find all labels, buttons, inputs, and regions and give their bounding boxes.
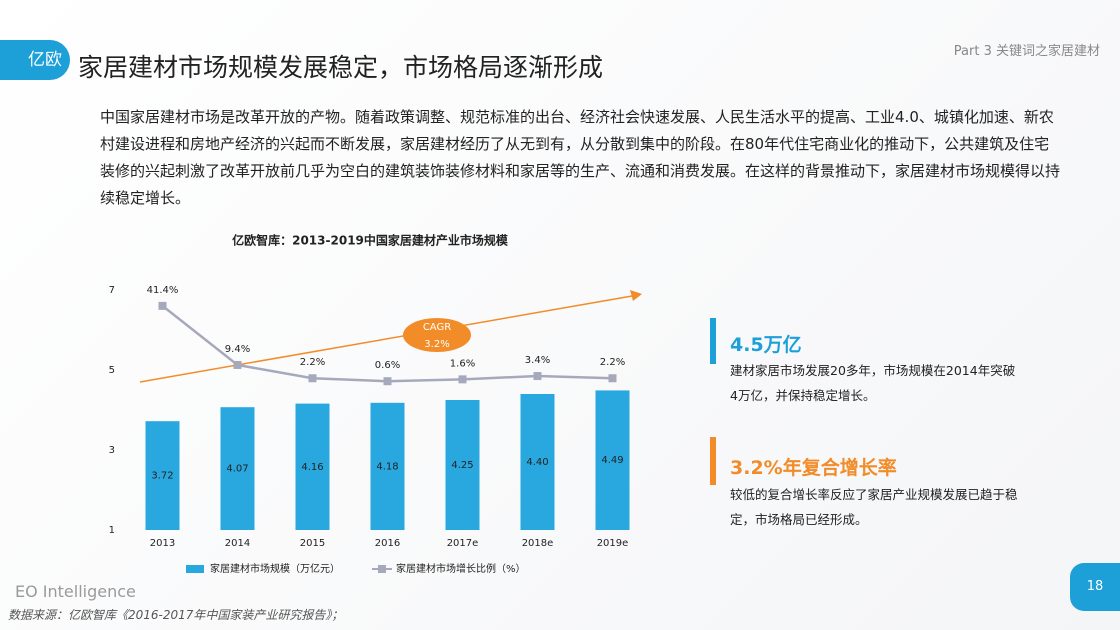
x-tick-label: 2013 — [150, 538, 175, 549]
stat-title: 3.2%年复合增长率 — [730, 457, 897, 479]
point — [383, 377, 392, 386]
x-tick-label: 2015 — [300, 538, 325, 549]
stat-bar — [710, 318, 716, 364]
x-tick-label: 2017e — [447, 538, 479, 549]
point — [308, 374, 317, 383]
bar-label: 4.16 — [301, 462, 323, 473]
bar-label: 4.18 — [376, 461, 398, 472]
x-tick-label: 2016 — [375, 538, 400, 549]
slide-title: 家居建材市场规模发展稳定，市场格局逐渐形成 — [78, 53, 604, 82]
legend-swatch — [378, 565, 386, 573]
bar — [145, 421, 180, 530]
point-label: 2.2% — [300, 357, 325, 368]
x-tick-label: 2014 — [225, 538, 250, 549]
bar-label: 3.72 — [151, 471, 173, 482]
point — [533, 372, 542, 381]
annotation: 3.2% — [424, 339, 449, 350]
stat-text: 较低的复合增长率反应了家居产业规模发展已趋于稳定，市场格局已经形成。 — [730, 487, 1018, 527]
stat-bar — [710, 437, 716, 485]
trend-line — [139, 295, 633, 383]
bar-label: 4.07 — [226, 464, 248, 475]
bar-label: 4.25 — [451, 460, 473, 471]
page-number: 18 — [1070, 563, 1120, 611]
legend-label: 家居建材市场规模（万亿元） — [210, 562, 340, 575]
point-label: 2.2% — [600, 357, 625, 368]
point-label: 3.4% — [525, 355, 550, 366]
point — [458, 375, 467, 384]
bar-label: 4.40 — [526, 457, 548, 468]
annotation: CAGR — [423, 322, 451, 333]
bar-label: 4.49 — [601, 455, 623, 466]
legend-label: 家居建材市场增长比例（%） — [396, 562, 526, 575]
point-label: 1.6% — [450, 358, 475, 369]
source: 数据来源：亿欧智库《2016-2017年中国家装产业研究报告》； — [8, 608, 344, 622]
bar — [595, 390, 630, 530]
paragraph: 中国家居建材市场是改革开放的产物。随着政策调整、规范标准的出台、经济社会快速发展… — [100, 108, 1061, 207]
point — [158, 301, 167, 310]
bar — [445, 400, 480, 530]
bar — [370, 402, 405, 530]
cagr-badge — [403, 318, 471, 352]
bar — [220, 407, 255, 530]
bar — [295, 403, 330, 530]
point — [608, 374, 617, 383]
x-tick-label: 2019e — [597, 538, 629, 549]
chart-title: 亿欧智库：2013-2019中国家居建材产业市场规模 — [232, 233, 509, 248]
point-label: 9.4% — [225, 344, 250, 355]
point — [233, 360, 242, 369]
legend-swatch — [186, 565, 204, 573]
logo: 亿欧 — [0, 40, 70, 80]
brand: EO Intelligence — [15, 582, 136, 601]
y-tick-label: 3 — [109, 445, 115, 456]
point-label: 0.6% — [375, 360, 400, 371]
x-tick-label: 2018e — [522, 538, 554, 549]
stat-title: 4.5万亿 — [730, 334, 802, 356]
stat-text: 建材家居市场发展20多年，市场规模在2014年突破4万亿，并保持稳定增长。 — [730, 363, 1016, 403]
trend-arrow — [630, 290, 642, 301]
point-label: 41.4% — [147, 285, 179, 296]
y-tick-label: 1 — [109, 525, 115, 536]
y-tick-label: 7 — [109, 285, 115, 296]
bar — [520, 394, 555, 530]
part-label: Part 3 关键词之家居建材 — [953, 44, 1100, 59]
y-tick-label: 5 — [109, 365, 115, 376]
